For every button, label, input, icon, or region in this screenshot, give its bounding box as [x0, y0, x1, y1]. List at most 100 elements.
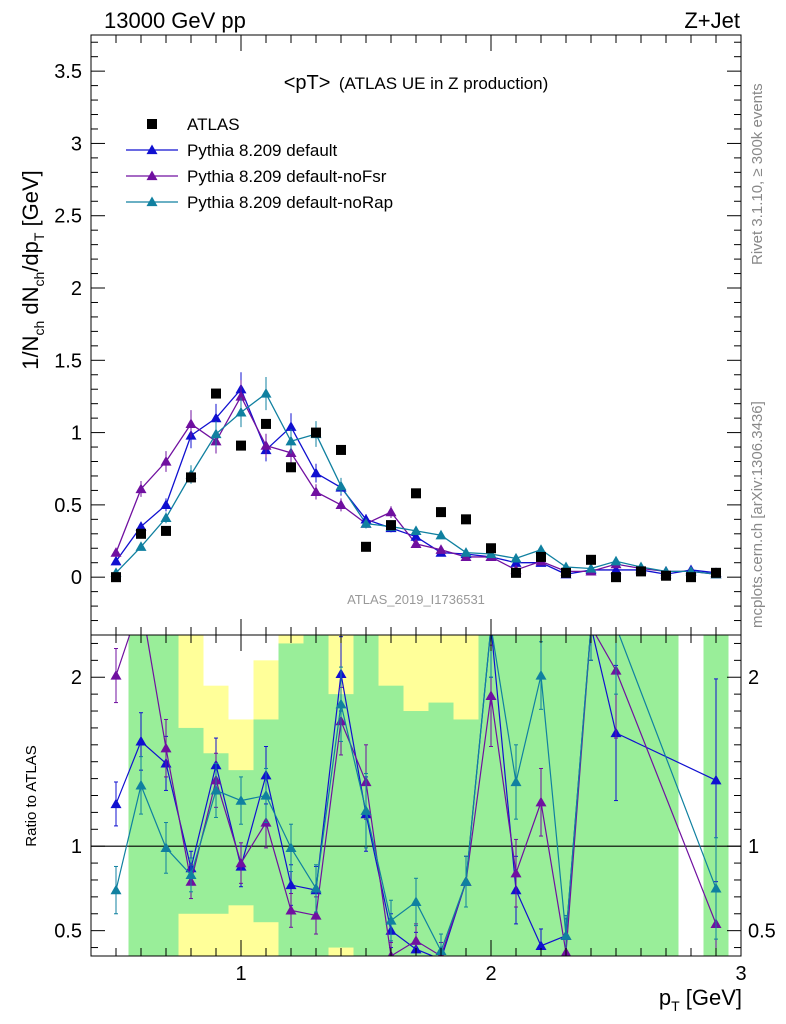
ratio-point-noRap	[260, 790, 272, 800]
point-noFsr	[410, 538, 422, 549]
legend-label-noFsr: Pythia 8.209 default-noFsr	[187, 167, 387, 186]
point-atlas	[461, 514, 471, 525]
point-noRap	[410, 525, 422, 536]
point-default	[110, 555, 122, 566]
ratio-point-noRap	[110, 884, 122, 895]
point-noFsr	[185, 418, 197, 429]
ratio-y-tick-label-right: 2	[748, 667, 759, 689]
ratio-y-tick-label: 1	[71, 836, 82, 858]
main-y-tick-label: 0	[71, 567, 82, 589]
point-noRap	[485, 548, 497, 559]
point-atlas	[611, 572, 621, 583]
x-tick-label: 3	[735, 963, 746, 985]
point-noRap	[335, 480, 347, 491]
point-noRap	[360, 518, 372, 528]
point-atlas	[361, 541, 371, 552]
ratio-series-group	[110, 635, 722, 956]
ratio-point-noRap	[535, 670, 547, 680]
point-noRap	[135, 541, 147, 551]
point-noRap	[585, 562, 597, 573]
ratio-point-noRap	[210, 784, 222, 795]
point-default	[135, 521, 147, 531]
point-noRap	[285, 435, 297, 446]
ratio-point-default	[110, 798, 122, 809]
ratio-point-noRap	[185, 869, 197, 880]
ratio-panel: 0.5 0.5 1 1 2 2 1 2 3 Ratio to ATLAS pT [GeV]	[23, 634, 776, 1014]
point-noRap	[460, 547, 472, 557]
point-atlas	[436, 507, 446, 518]
uncertainty-band-inner	[503, 635, 679, 956]
point-noFsr	[310, 486, 322, 496]
ratio-point-noFsr	[410, 935, 422, 945]
ratio-y-axis-label: Ratio to ATLAS	[23, 745, 40, 846]
legend-marker-atlas	[147, 119, 157, 129]
point-noRap	[435, 529, 447, 540]
main-y-tick-label: 2.5	[54, 206, 82, 228]
point-noRap	[610, 555, 622, 566]
main-y-tick-label: 3	[71, 133, 82, 155]
point-atlas	[661, 570, 671, 581]
point-atlas	[286, 462, 296, 473]
rivet-label: Rivet 3.1.10, ≥ 300k events	[749, 83, 766, 265]
x-tick-label: 2	[485, 963, 496, 985]
ratio-y-tick-label: 0.5	[54, 921, 82, 943]
point-atlas	[386, 520, 396, 531]
point-noFsr	[160, 456, 172, 466]
point-atlas	[586, 554, 596, 565]
point-default	[610, 564, 622, 575]
point-atlas	[336, 444, 346, 455]
main-panel: 0 0.5 1 1.5 2 2.5 3 3.5 <pT> (ATLAS UE in Z pro…	[18, 34, 742, 636]
ratio-point-noRap	[385, 915, 397, 925]
point-atlas	[311, 427, 321, 438]
main-title: <pT> (ATLAS UE in Z production)	[284, 72, 549, 94]
point-atlas	[111, 572, 121, 583]
point-atlas	[636, 566, 646, 577]
point-default	[285, 421, 297, 431]
ratio-point-default	[135, 735, 147, 746]
ratio-point-default	[710, 774, 722, 785]
watermark: ATLAS_2019_I1736531	[347, 592, 485, 607]
point-atlas	[236, 440, 246, 451]
ratio-point-noRap	[510, 776, 522, 787]
ratio-point-noFsr	[485, 690, 497, 700]
point-noRap	[535, 544, 547, 554]
ratio-point-noRap	[285, 842, 297, 852]
point-noRap	[210, 428, 222, 439]
point-atlas	[411, 488, 421, 499]
ratio-point-noFsr	[310, 909, 322, 920]
legend-marker-default	[146, 144, 158, 155]
ratio-y-tick-label-right: 0.5	[748, 921, 776, 943]
ratio-y-tick-label: 2	[71, 667, 82, 689]
ratio-point-noFsr	[160, 742, 172, 753]
point-atlas	[536, 551, 546, 562]
point-noFsr	[135, 483, 147, 494]
x-tick-label: 1	[235, 963, 246, 985]
point-default	[160, 499, 172, 510]
ratio-point-noRap	[160, 842, 172, 852]
point-noRap	[510, 552, 522, 563]
legend-marker-noFsr	[146, 170, 158, 181]
ratio-point-default	[535, 940, 547, 950]
ratio-point-noFsr	[285, 904, 297, 915]
point-noRap	[235, 406, 247, 417]
point-noRap	[160, 512, 172, 523]
main-y-tick-label: 3.5	[54, 61, 82, 83]
point-atlas	[211, 388, 221, 399]
ratio-point-noFsr	[510, 867, 522, 878]
point-noRap	[260, 388, 272, 398]
point-noFsr	[235, 390, 247, 401]
legend-label-noRap: Pythia 8.209 default-noRap	[187, 193, 393, 212]
legend-label-default: Pythia 8.209 default	[187, 141, 338, 160]
ratio-point-default	[285, 879, 297, 890]
point-atlas	[136, 528, 146, 539]
ratio-point-noFsr	[235, 857, 247, 868]
ratio-point-noFsr	[535, 796, 547, 807]
legend: ATLAS Pythia 8.209 default Pythia 8.209 de…	[126, 115, 393, 212]
point-atlas	[511, 567, 521, 578]
ratio-point-noRap	[235, 795, 247, 805]
point-noFsr	[385, 506, 397, 517]
point-atlas	[561, 567, 571, 578]
main-y-tick-label: 1.5	[54, 350, 82, 372]
legend-label-data: ATLAS	[187, 115, 240, 134]
